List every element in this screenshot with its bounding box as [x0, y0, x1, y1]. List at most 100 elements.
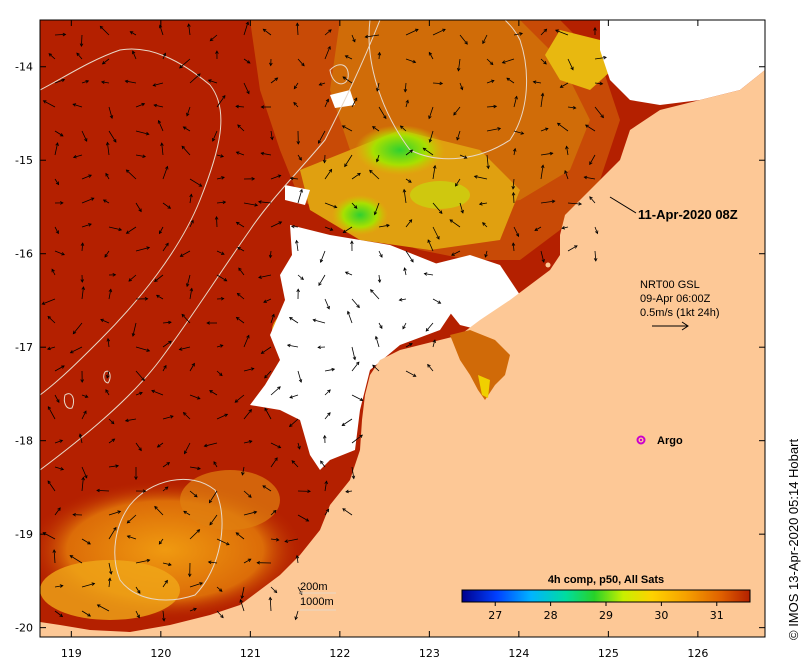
current-arrow-head: [383, 115, 387, 120]
current-arrow: [296, 23, 299, 36]
current-arrow: [216, 274, 227, 282]
current-arrow-head: [110, 420, 115, 425]
current-arrow-head: [57, 507, 61, 511]
current-arrow: [54, 507, 61, 516]
current-arrow-head: [155, 294, 160, 299]
current-arrow: [270, 457, 278, 468]
current-arrow-head: [165, 242, 169, 247]
current-arrow-head: [220, 251, 225, 255]
current-arrow: [369, 170, 380, 180]
current-arrow: [209, 490, 218, 503]
current-arrow-head: [151, 389, 155, 394]
current-arrow-head: [277, 174, 282, 178]
current-arrow-head: [460, 86, 464, 91]
current-arrow-head: [221, 176, 225, 180]
current-arrow-head: [327, 45, 331, 50]
current-arrow: [404, 267, 407, 276]
current-arrow: [216, 370, 223, 376]
current-source-label: NRT00 GSL: [640, 279, 700, 291]
current-arrow-head: [278, 221, 283, 225]
current-arrow: [108, 465, 119, 468]
land-mass: [40, 70, 765, 637]
current-arrow: [183, 412, 191, 420]
current-arrow-head: [52, 549, 57, 553]
current-arrow-head: [72, 512, 76, 517]
current-arrow-head: [179, 64, 183, 69]
current-arrow: [456, 130, 461, 141]
current-arrow: [285, 538, 299, 542]
current-arrow: [372, 364, 380, 372]
x-tick-label: 121: [240, 647, 261, 660]
current-arrow: [240, 599, 245, 612]
current-arrow: [243, 511, 257, 516]
current-arrow-head: [296, 288, 300, 293]
current-arrow-head: [61, 252, 65, 256]
current-arrow-head: [105, 141, 110, 146]
current-arrow-head: [359, 434, 363, 439]
current-arrow: [459, 82, 463, 90]
current-arrow: [189, 529, 200, 540]
current-arrow: [54, 610, 63, 617]
current-arrow-head: [84, 474, 88, 479]
current-arrow: [243, 58, 251, 64]
current-arrow-head: [511, 242, 516, 246]
current-arrow: [486, 58, 494, 65]
current-arrow-head: [428, 115, 432, 120]
current-arrow-head: [428, 51, 433, 56]
x-tick-label: 123: [419, 647, 440, 660]
current-arrow-head: [237, 124, 241, 129]
current-arrow: [423, 147, 434, 156]
x-tick-label: 126: [687, 647, 708, 660]
current-arrow: [486, 105, 497, 108]
x-tick-label: 119: [61, 647, 82, 660]
current-arrow: [534, 226, 542, 231]
current-arrow: [351, 466, 355, 479]
current-arrow-head: [196, 529, 201, 533]
current-arrow: [135, 202, 142, 212]
current-arrow: [132, 322, 137, 337]
current-arrow-head: [456, 136, 460, 141]
current-arrow-head: [325, 98, 330, 103]
current-arrow-head: [412, 59, 417, 64]
current-arrow: [70, 346, 83, 354]
current-arrow: [102, 58, 110, 65]
current-arrow-head: [207, 79, 212, 83]
current-arrow: [81, 197, 94, 204]
current-arrow: [54, 142, 58, 156]
current-arrow: [241, 586, 245, 599]
current-arrow: [81, 538, 91, 545]
current-arrow-head: [246, 60, 251, 64]
current-arrow: [189, 582, 203, 588]
current-arrow-head: [603, 55, 607, 60]
current-arrow-head: [189, 193, 193, 198]
current-arrow: [242, 466, 245, 475]
current-arrow: [324, 412, 331, 420]
current-arrow: [81, 286, 84, 300]
current-arrow: [324, 389, 331, 396]
current-arrow-head: [398, 297, 403, 302]
current-arrow: [43, 532, 56, 540]
current-arrow: [100, 26, 110, 36]
current-arrow: [54, 178, 59, 185]
current-arrow: [378, 106, 387, 119]
current-arrow: [81, 243, 84, 252]
current-arrow-head: [248, 440, 253, 444]
current-arrow: [243, 409, 252, 420]
isobath-1000m-label: 1000m: [300, 596, 334, 608]
credit-label: © IMOS 13-Apr-2020 05:14 Hobart: [786, 439, 801, 640]
current-arrow: [126, 226, 137, 234]
cloud-mask: [250, 20, 765, 470]
current-arrow: [189, 608, 197, 612]
current-arrow-head: [146, 246, 151, 250]
current-arrow: [324, 481, 327, 492]
current-arrow-head: [289, 176, 294, 181]
current-arrow: [262, 485, 272, 492]
current-arrow-head: [154, 278, 158, 283]
current-arrow: [270, 130, 273, 140]
current-arrow-head: [218, 588, 223, 592]
current-arrow-head: [269, 62, 273, 67]
current-arrow-head: [506, 77, 510, 81]
current-arrow-head: [572, 105, 577, 110]
current-arrow-head: [164, 579, 168, 584]
current-arrow: [162, 340, 172, 348]
